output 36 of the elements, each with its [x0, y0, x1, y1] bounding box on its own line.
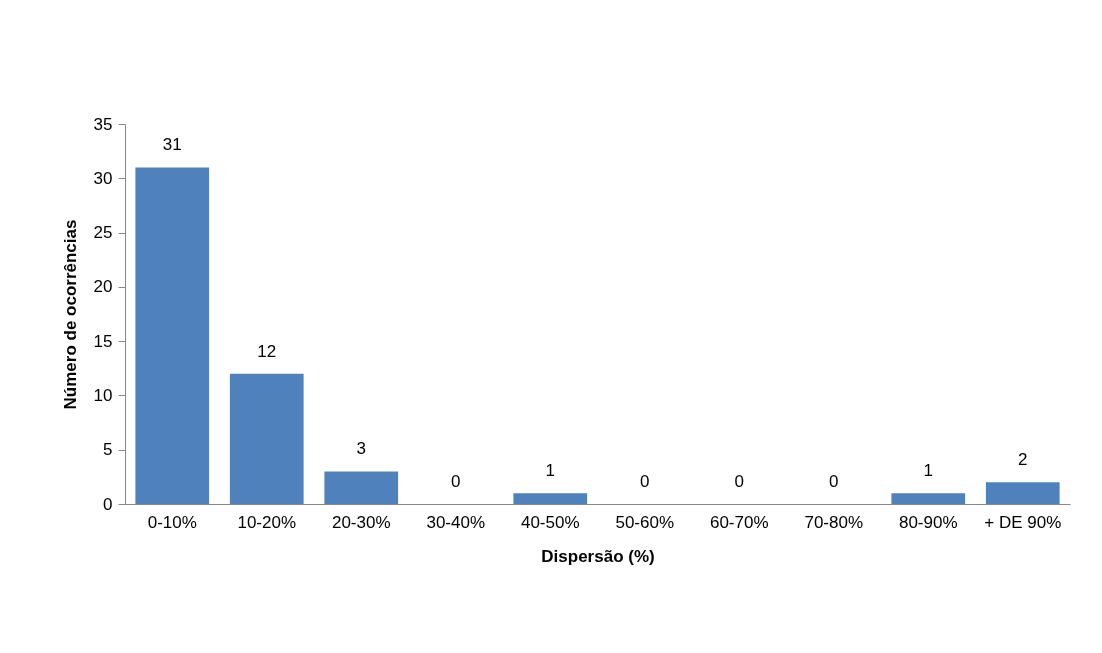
x-tick-label: 70-80% [804, 512, 864, 532]
data-label: 12 [257, 341, 277, 361]
data-label: 31 [162, 135, 182, 155]
y-tick-label: 20 [93, 277, 113, 297]
x-tick-label: 50-60% [615, 512, 675, 532]
bar [513, 493, 588, 504]
y-tick-label: 35 [93, 114, 113, 134]
bar [135, 167, 210, 504]
bar [891, 493, 966, 504]
x-tick-label: 20-30% [331, 512, 391, 532]
x-tick-label: + DE 90% [984, 512, 1062, 532]
bar [985, 482, 1060, 504]
y-tick-label: 15 [93, 331, 113, 351]
x-tick-label: 80-90% [898, 512, 958, 532]
x-axis-title: Dispersão (%) [541, 546, 655, 566]
data-label: 0 [640, 472, 650, 491]
x-tick-label: 0-10% [147, 512, 197, 532]
y-tick-label: 30 [93, 168, 113, 188]
x-tick-label: 10-20% [237, 512, 297, 532]
y-tick-label: 10 [93, 385, 113, 405]
data-label: 0 [829, 472, 839, 491]
data-label: 2 [1018, 450, 1028, 470]
y-tick-label: 5 [103, 440, 113, 460]
data-label: 1 [545, 461, 555, 481]
bar [229, 373, 304, 504]
y-tick-label: 25 [93, 223, 113, 243]
data-label: 3 [356, 439, 366, 459]
data-label: 0 [734, 472, 744, 491]
x-tick-label: 40-50% [520, 512, 580, 532]
y-tick-label: 0 [103, 494, 113, 514]
data-label: 1 [923, 461, 933, 481]
bar [324, 471, 399, 504]
x-tick-label: 30-40% [426, 512, 486, 532]
x-tick-label: 60-70% [709, 512, 769, 532]
y-axis-title: Número de ocorrências [60, 219, 80, 410]
data-label: 0 [451, 472, 461, 491]
